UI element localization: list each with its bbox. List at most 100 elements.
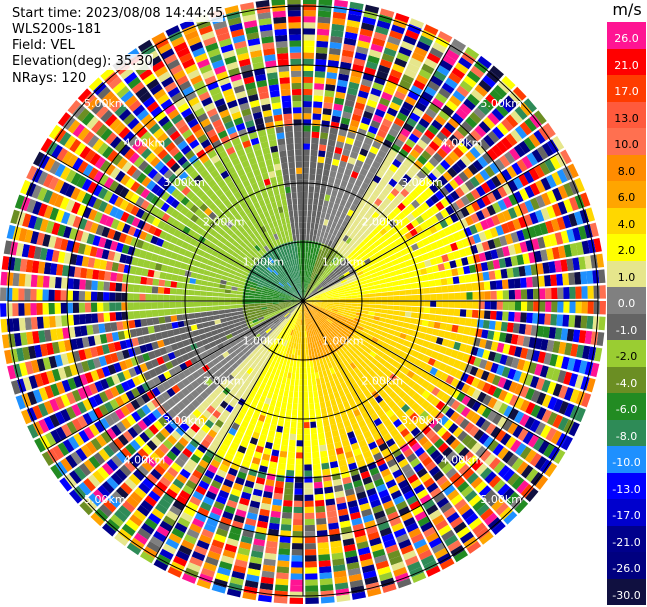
gate-cell (465, 204, 476, 215)
gate-cell (358, 261, 366, 268)
gate-cell (463, 227, 473, 237)
gate-cell (344, 214, 351, 222)
gate-cell (306, 283, 310, 290)
gate-cell (329, 461, 339, 469)
gate-cell (289, 591, 303, 598)
gate-cell (433, 454, 445, 465)
gate-cell (288, 439, 296, 447)
gate-cell (421, 456, 433, 467)
gate-cell (502, 343, 511, 355)
gate-cell (405, 289, 412, 295)
gate-cell (305, 561, 317, 568)
gate-cell (309, 317, 313, 324)
gate-cell (355, 535, 368, 544)
gate-cell (557, 287, 564, 300)
gate-cell (324, 329, 330, 336)
gate-cell (303, 288, 305, 295)
gate-cell (510, 439, 522, 453)
gate-cell (467, 355, 476, 365)
gate-cell (18, 288, 25, 301)
gate-cell (542, 262, 550, 274)
gate-cell (338, 376, 345, 384)
gate-cell (364, 157, 374, 166)
gate-cell (321, 237, 327, 245)
gate-cell (525, 387, 535, 401)
gate-cell (489, 227, 499, 238)
gate-cell (316, 284, 322, 290)
gate-cell (518, 202, 529, 215)
gate-cell (469, 224, 478, 235)
gate-cell (442, 446, 453, 458)
gate-cell (405, 222, 415, 231)
gate-cell (374, 284, 381, 290)
gate-cell (387, 296, 394, 301)
gate-cell (410, 189, 420, 199)
gate-cell (314, 328, 318, 335)
gate-cell (398, 458, 409, 469)
gate-cell (461, 120, 474, 133)
gate-cell (447, 308, 455, 316)
gate-cell (388, 484, 400, 495)
gate-cell (30, 303, 37, 316)
gate-cell (519, 399, 530, 413)
gate-cell (104, 322, 112, 333)
gate-cell (374, 308, 382, 313)
gate-cell (169, 288, 177, 295)
gate-cell (314, 296, 321, 299)
gate-cell (324, 238, 330, 246)
gate-cell (490, 249, 499, 260)
gate-cell (289, 384, 295, 392)
gate-cell (383, 272, 391, 279)
gate-cell (538, 313, 546, 325)
gate-cell (312, 288, 318, 294)
gate-cell (495, 364, 505, 376)
gate-cell (481, 407, 492, 419)
gate-cell (478, 485, 492, 498)
gate-cell (388, 390, 398, 400)
gate-cell (418, 549, 433, 561)
gate-cell (344, 273, 352, 279)
gate-cell (426, 393, 436, 403)
gate-cell (449, 367, 459, 377)
gate-cell (332, 404, 339, 412)
gate-cell (394, 183, 404, 193)
gate-cell (336, 325, 343, 332)
gate-cell (429, 287, 437, 294)
gate-cell (492, 126, 505, 140)
gate-cell (386, 458, 397, 468)
gate-cell (524, 185, 535, 199)
gate-cell (540, 207, 551, 221)
gate-cell (330, 466, 340, 475)
gate-cell (469, 111, 482, 124)
gate-cell (504, 256, 513, 268)
gate-cell (305, 306, 308, 313)
gate-cell (277, 394, 283, 402)
gate-cell (426, 445, 437, 456)
gate-cell (73, 314, 81, 326)
gate-cell (286, 469, 295, 477)
gate-cell (356, 379, 364, 387)
gate-cell (476, 197, 486, 209)
gate-cell (365, 274, 372, 280)
gate-cell (326, 443, 335, 451)
gate-cell (327, 387, 333, 395)
gate-cell (157, 294, 164, 301)
gate-cell (318, 199, 324, 207)
gate-cell (334, 146, 343, 155)
gate-cell (545, 220, 555, 234)
gate-cell (362, 290, 370, 295)
gate-cell (449, 411, 460, 422)
gate-cell (165, 273, 173, 281)
gate-cell (465, 283, 473, 292)
gate-cell (314, 274, 318, 280)
gate-cell (512, 176, 524, 190)
gate-cell (441, 338, 450, 347)
gate-cell (330, 311, 337, 316)
gate-cell (488, 320, 496, 330)
gate-cell (352, 276, 360, 282)
gate-cell (91, 280, 98, 291)
gate-cell (496, 290, 503, 300)
gate-cell (322, 350, 328, 358)
gate-cell (376, 408, 385, 418)
gate-cell (403, 516, 416, 528)
